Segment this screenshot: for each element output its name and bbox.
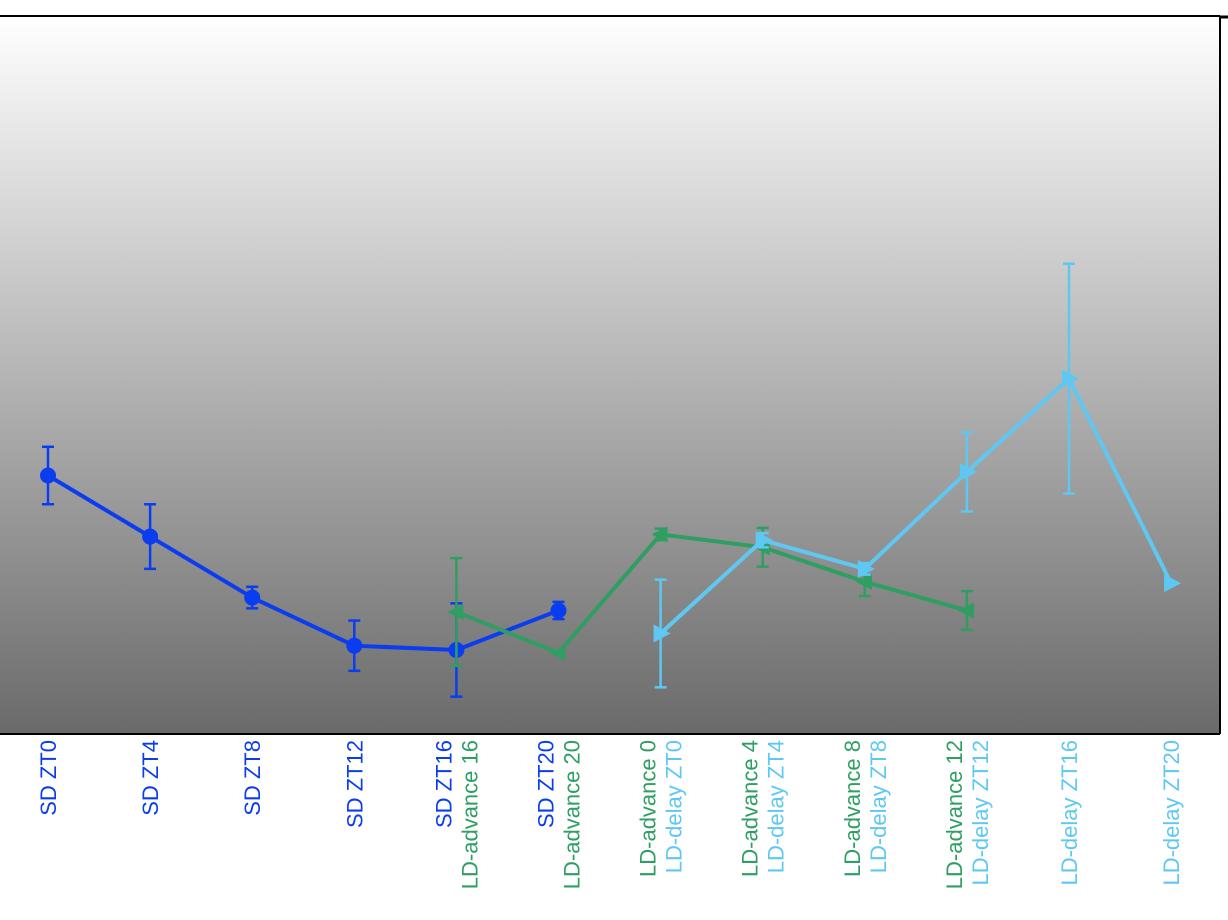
x-tick-label: LD-advance 8 bbox=[840, 740, 865, 877]
plot-frame bbox=[0, 15, 1228, 735]
data-point bbox=[957, 602, 974, 619]
x-tick-label: SD ZT8 bbox=[240, 740, 265, 816]
series-sd bbox=[40, 445, 567, 698]
x-tick-labels: SD ZT0 SD ZT4 SD ZT8 SD ZT12 SD ZT16 LD-advan… bbox=[36, 740, 1184, 889]
data-point bbox=[549, 644, 566, 661]
series-line-ld_delay bbox=[659, 376, 1173, 635]
series-line-sd bbox=[46, 473, 560, 652]
x-tick-label: LD-delay ZT16 bbox=[1057, 740, 1082, 886]
data-point bbox=[959, 462, 977, 481]
data-point bbox=[1164, 574, 1182, 593]
x-tick-label: SD ZT0 bbox=[36, 740, 61, 816]
x-tick-label: LD-advance 4 bbox=[738, 740, 763, 877]
data-point bbox=[550, 602, 567, 619]
data-point bbox=[244, 589, 261, 606]
x-tick-label: LD-delay ZT0 bbox=[662, 740, 687, 873]
data-point bbox=[651, 526, 668, 543]
x-tick-label: LD-advance 0 bbox=[636, 740, 661, 877]
data-point bbox=[755, 531, 773, 550]
plot-area bbox=[0, 16, 1220, 734]
data-point bbox=[447, 603, 464, 620]
x-tick-label: LD-delay ZT8 bbox=[866, 740, 891, 873]
x-tick-label: LD-delay ZT20 bbox=[1159, 740, 1184, 886]
series-ld_delay bbox=[653, 262, 1182, 689]
x-tick-label: LD-delay ZT4 bbox=[764, 740, 789, 873]
x-tick-label: SD ZT20 bbox=[534, 740, 559, 828]
data-point bbox=[40, 467, 56, 484]
series-layer bbox=[40, 262, 1182, 698]
x-tick-label: LD-advance 16 bbox=[457, 740, 482, 889]
x-tick-label: LD-advance 20 bbox=[560, 740, 585, 889]
x-tick-label: SD ZT4 bbox=[138, 740, 163, 816]
data-point bbox=[346, 637, 363, 654]
data-point bbox=[142, 528, 159, 545]
series-line-ld_advance bbox=[455, 532, 968, 655]
x-tick-label: LD-advance 12 bbox=[942, 740, 967, 889]
data-point bbox=[653, 624, 671, 643]
data-point bbox=[857, 559, 875, 578]
x-tick-label: SD ZT16 bbox=[431, 740, 456, 828]
x-tick-label: LD-delay ZT12 bbox=[968, 740, 993, 886]
series-ld_advance bbox=[447, 526, 974, 668]
data-point bbox=[855, 573, 872, 590]
x-tick-label: SD ZT12 bbox=[342, 740, 367, 828]
data-point bbox=[1062, 369, 1079, 388]
